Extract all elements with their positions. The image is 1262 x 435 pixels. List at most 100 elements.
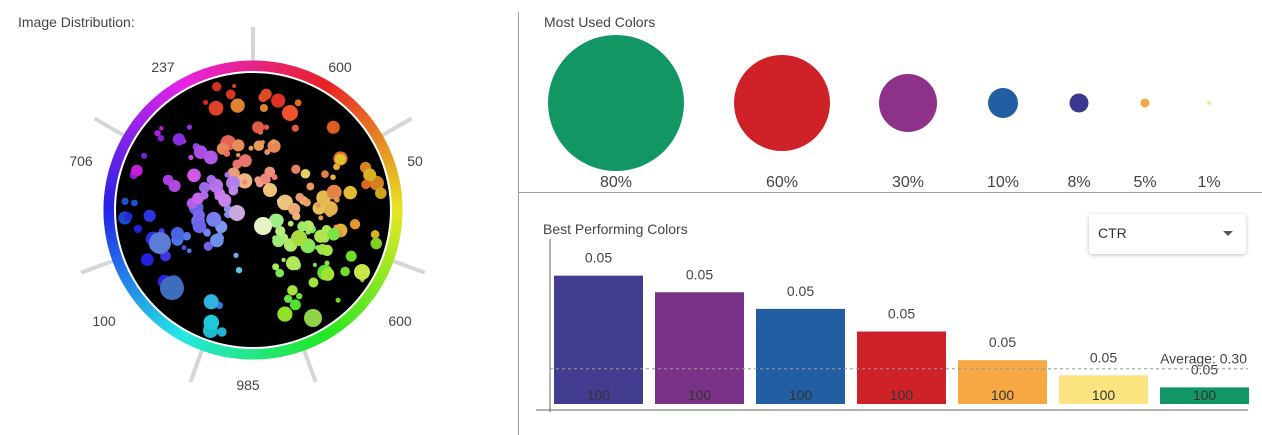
distribution-dot (206, 174, 216, 185)
distribution-dot (218, 193, 232, 207)
bar-category-label: 100 (789, 387, 813, 403)
distribution-dot (149, 232, 171, 254)
distribution-dot (188, 171, 199, 182)
distribution-dot (263, 183, 277, 197)
distribution-dot (186, 248, 192, 254)
distribution-dot (321, 170, 329, 179)
distribution-dot (131, 199, 138, 207)
distribution-dot (314, 229, 328, 243)
distribution-dot (275, 226, 286, 237)
distribution-dot (123, 212, 133, 221)
distribution-dot (375, 187, 387, 199)
distribution-dot (208, 213, 215, 219)
ring-label: 985 (236, 377, 260, 393)
bar-category-label: 100 (890, 387, 914, 403)
distribution-dot (312, 262, 317, 267)
color-bubble (1207, 101, 1211, 105)
distribution-dot (272, 234, 285, 248)
distribution-dot (224, 172, 230, 178)
distribution-dot (308, 277, 319, 288)
bar (1160, 387, 1249, 404)
distribution-dot (287, 285, 298, 296)
most-used-colors-title: Most Used Colors (544, 14, 656, 30)
wheel-disc (116, 73, 390, 347)
distribution-dot (370, 230, 380, 239)
distribution-dot (225, 89, 236, 100)
image-distribution-title: Image Distribution: (18, 14, 135, 30)
distribution-dot (295, 292, 303, 300)
metric-select-value: CTR (1098, 225, 1127, 241)
distribution-dot (143, 209, 156, 222)
bar-category-label: 100 (991, 387, 1015, 403)
bar (756, 308, 845, 404)
distribution-dot (203, 314, 220, 331)
distribution-dot (343, 185, 357, 200)
bar-category-label: 100 (1193, 387, 1217, 403)
bar-value-label: 0.05 (1090, 349, 1117, 365)
bar-value-label: 0.05 (686, 266, 713, 282)
distribution-dot (259, 103, 268, 113)
distribution-dot (200, 191, 209, 200)
bar-value-label: 0.05 (989, 334, 1016, 350)
distribution-dot (203, 294, 219, 310)
bar (1059, 375, 1148, 404)
distribution-dot (203, 100, 209, 106)
distribution-dot (291, 124, 299, 132)
color-percent-label: 80% (600, 174, 632, 191)
color-percent-label: 60% (766, 174, 798, 191)
distribution-dot (159, 126, 164, 131)
color-bubble (1069, 93, 1089, 113)
distribution-dot (294, 99, 302, 107)
distribution-dot (168, 179, 181, 193)
distribution-dot (297, 221, 308, 232)
distribution-dot (218, 184, 223, 189)
distribution-dot (223, 150, 231, 157)
distribution-dot (292, 212, 301, 221)
distribution-dot (210, 233, 224, 248)
distribution-dot (321, 267, 335, 281)
distribution-dot (291, 230, 307, 246)
caret-down-icon (1223, 231, 1233, 236)
color-bubble (734, 55, 830, 151)
distribution-dot (236, 152, 241, 158)
distribution-dot (334, 197, 340, 203)
distribution-dot (160, 276, 184, 300)
distribution-dot (270, 213, 284, 227)
best-performing-bar-chart: 0.05 100 0.05 100 0.05 100 0.05 100 0.05 100 0.05 1… (536, 239, 1249, 412)
distribution-dot (335, 297, 341, 303)
distribution-dot (318, 215, 324, 221)
distribution-dot (233, 252, 239, 258)
color-percent-label: 1% (1197, 174, 1220, 191)
distribution-dot (232, 83, 237, 89)
distribution-dot (228, 185, 239, 196)
distribution-dot (271, 93, 286, 108)
bar-category-label: 100 (1092, 387, 1116, 403)
best-performing-colors-title: Best Performing Colors (543, 221, 688, 237)
bar (857, 331, 946, 404)
distribution-dot (330, 174, 336, 180)
distribution-dot (192, 219, 207, 234)
distribution-dot (295, 192, 305, 202)
distribution-dot (361, 179, 371, 190)
distribution-dot (326, 120, 340, 134)
distribution-dot (291, 164, 301, 174)
color-bubble (879, 74, 937, 132)
distribution-dot (253, 140, 265, 151)
distribution-dot (157, 135, 165, 142)
distribution-dot (327, 228, 340, 241)
distribution-dot (203, 229, 211, 237)
distribution-dot (260, 88, 272, 100)
bar-category-label: 100 (587, 387, 611, 403)
distribution-dot (170, 226, 185, 241)
metric-select[interactable]: CTR (1089, 214, 1246, 254)
distribution-dot (140, 253, 154, 267)
ring-label: 50 (407, 153, 423, 169)
color-percent-label: 10% (987, 174, 1019, 191)
distribution-dot (154, 130, 161, 137)
distribution-dot (340, 266, 350, 277)
distribution-dot (275, 268, 285, 278)
distribution-dot (334, 153, 346, 165)
color-bubble (1140, 98, 1150, 108)
bar-value-label: 0.05 (585, 250, 612, 266)
bar-value-label: 0.05 (888, 306, 915, 322)
